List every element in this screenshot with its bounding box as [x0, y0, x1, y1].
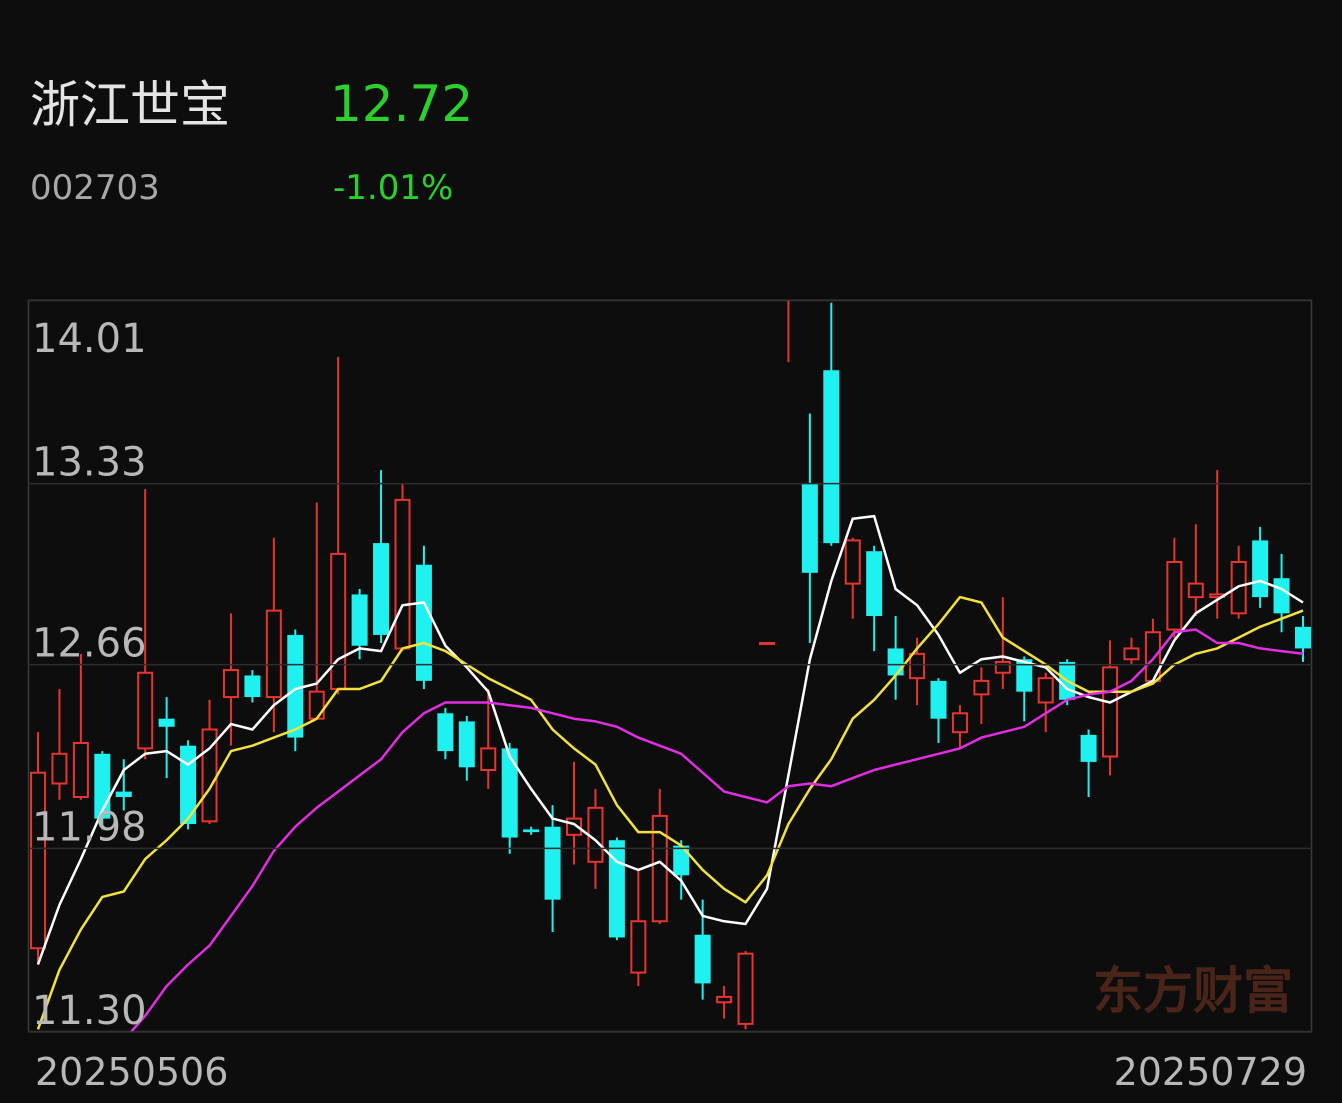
- candle-body: [1273, 578, 1290, 614]
- plot-area: [30, 297, 1311, 1032]
- candle-body: [1252, 540, 1269, 598]
- candle-body: [1016, 659, 1033, 692]
- x-tick-label: 20250729: [1114, 1050, 1307, 1094]
- candle-body: [1080, 734, 1097, 762]
- candle-body: [244, 675, 261, 698]
- candle-body: [909, 652, 926, 680]
- candle-body: [994, 660, 1011, 674]
- candle-body: [30, 771, 46, 950]
- candle-body: [458, 721, 475, 768]
- y-tick-label: 11.98: [32, 804, 147, 850]
- candle-body: [951, 712, 968, 734]
- candle-body: [587, 806, 604, 863]
- candle-body: [180, 745, 197, 825]
- candle-body: [158, 718, 175, 727]
- candle-body: [716, 995, 733, 1004]
- candle-body: [781, 297, 795, 298]
- candle-body: [480, 747, 497, 771]
- candle-body: [801, 483, 818, 573]
- candle-body: [1295, 626, 1311, 649]
- candle-body: [351, 594, 368, 646]
- candle-body: [51, 752, 68, 785]
- candle-body: [1123, 647, 1140, 661]
- candle-body: [973, 679, 990, 696]
- candle-body: [501, 748, 518, 838]
- moving-average-line: [36, 595, 1304, 1030]
- stock-price: 12.72: [330, 75, 473, 133]
- candle-body: [866, 551, 883, 617]
- y-tick-label: 11.30: [32, 988, 147, 1034]
- candle-body: [1102, 666, 1119, 758]
- candle-body: [72, 741, 89, 799]
- stock-code: 002703: [30, 168, 160, 208]
- y-tick-label: 14.01: [32, 316, 147, 362]
- stock-name: 浙江世宝: [30, 76, 230, 134]
- candle-body: [1187, 582, 1204, 599]
- candle-body: [673, 845, 690, 876]
- candle-body: [544, 826, 561, 900]
- candle-body: [437, 713, 454, 752]
- watermark: 东方财富: [1093, 962, 1293, 1020]
- candle-body: [1037, 677, 1054, 704]
- candle-body: [758, 642, 775, 646]
- candle-body: [222, 669, 239, 699]
- candle-body: [415, 564, 432, 681]
- candle-body: [287, 634, 304, 738]
- candle-body: [330, 552, 347, 690]
- candle-body: [887, 648, 904, 676]
- candle-body: [265, 609, 282, 699]
- candle-body: [137, 671, 154, 750]
- candle-body: [308, 690, 325, 720]
- candle-body: [823, 370, 840, 544]
- y-tick-label: 13.33: [32, 440, 147, 486]
- candle-body: [630, 920, 647, 974]
- candle-body: [115, 791, 132, 798]
- candle-body: [394, 498, 411, 650]
- candle-body: [930, 680, 947, 719]
- candle-body: [737, 952, 754, 1025]
- candle-body: [1166, 561, 1183, 631]
- y-tick-label: 12.66: [32, 621, 147, 667]
- candle-body: [694, 934, 711, 984]
- moving-average-line: [129, 628, 1304, 1032]
- candle-body: [523, 829, 540, 833]
- moving-average-line: [36, 514, 1304, 965]
- candle-body: [844, 539, 861, 585]
- candle-body: [373, 543, 390, 635]
- price-change: -1.01%: [333, 168, 453, 208]
- x-tick-label: 20250506: [35, 1050, 228, 1094]
- plot-frame: [27, 299, 1313, 1033]
